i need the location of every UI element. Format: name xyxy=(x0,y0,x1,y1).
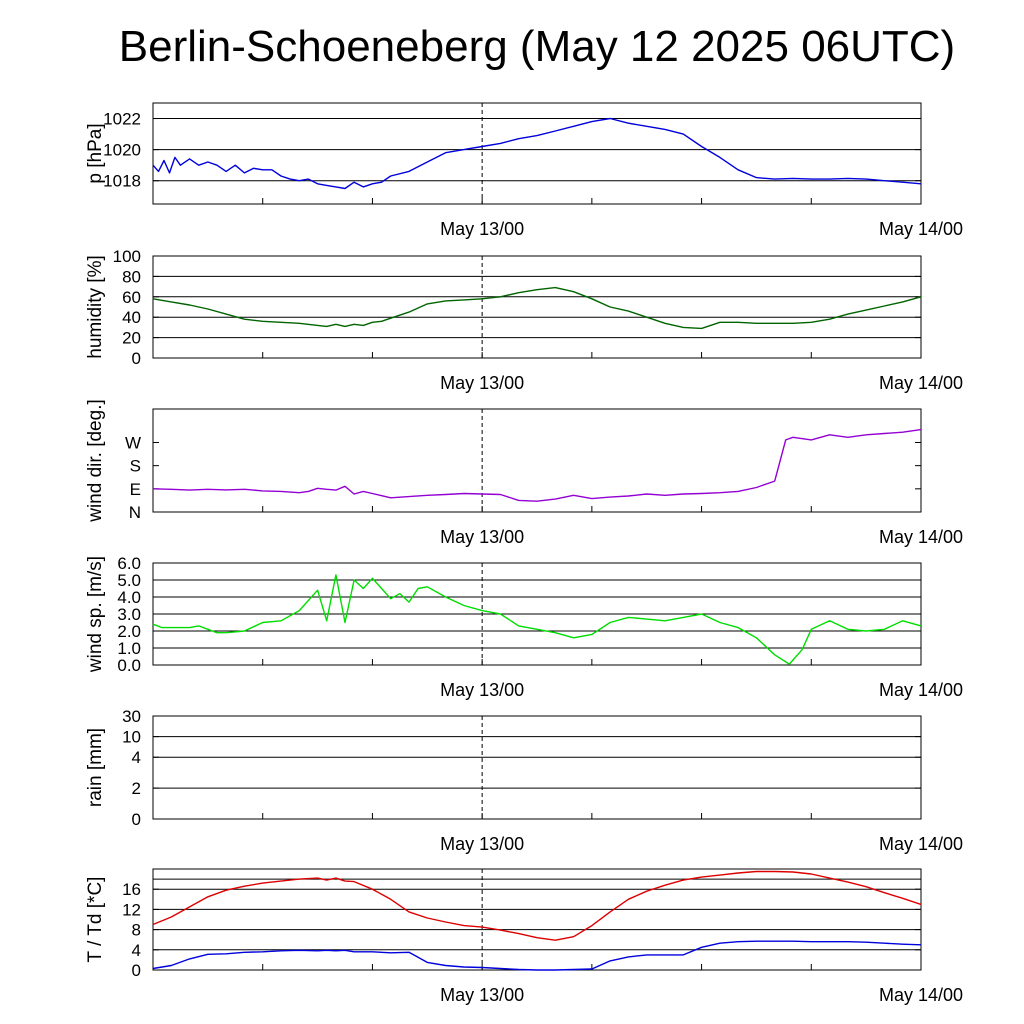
wind_speed-ytick-label: 0.0 xyxy=(117,656,141,675)
humidity-ylabel: humidity [%] xyxy=(85,255,106,358)
temp-frame xyxy=(152,868,922,971)
temp-series-temperature xyxy=(152,870,922,941)
pressure-series-pressure xyxy=(152,117,922,190)
wind_speed-ytick-label: 1.0 xyxy=(117,639,141,658)
wind_speed-ytick-label: 6.0 xyxy=(117,554,141,573)
wind_dir-ytick-label: E xyxy=(130,480,141,499)
wind_speed-ytick-label: 2.0 xyxy=(117,622,141,641)
pressure-frame xyxy=(152,102,922,205)
rain-ytick-label: 30 xyxy=(122,707,141,726)
humidity-series-humidity xyxy=(152,286,922,330)
rain-ytick-label: 0 xyxy=(132,810,141,829)
chart-title: Berlin-Schoeneberg (May 12 2025 06UTC) xyxy=(118,22,956,71)
rain-frame xyxy=(152,715,922,820)
humidity-ytick-label: 80 xyxy=(122,267,141,286)
pressure-ytick-label: 1022 xyxy=(103,110,141,129)
wind_dir-ytick-label: S xyxy=(130,457,141,476)
wind_dir-xtick-label: May 13/00 xyxy=(440,527,524,547)
wind_dir-ytick-label: N xyxy=(129,503,141,522)
wind_speed-ytick-label: 4.0 xyxy=(117,588,141,607)
rain-ytick-label: 2 xyxy=(132,779,141,798)
temp-ylabel: T / Td [*C] xyxy=(85,877,106,963)
rain-ytick-label: 10 xyxy=(122,728,141,747)
wind_speed-ytick-label: 3.0 xyxy=(117,605,141,624)
temp-ytick-label: 4 xyxy=(132,941,141,960)
humidity-xtick-label: May 14/00 xyxy=(879,373,963,393)
humidity-ytick-label: 60 xyxy=(122,288,141,307)
rain-xtick-label: May 13/00 xyxy=(440,834,524,854)
humidity-xtick-label: May 13/00 xyxy=(440,373,524,393)
temp-ytick-label: 12 xyxy=(122,900,141,919)
wind_speed-xtick-label: May 13/00 xyxy=(440,680,524,700)
temp-ytick-label: 8 xyxy=(132,921,141,940)
temp-xtick-label: May 14/00 xyxy=(879,985,963,1005)
pressure-xtick-label: May 14/00 xyxy=(879,219,963,239)
wind_dir-series-wind_dir xyxy=(152,428,922,502)
temp-ytick-label: 0 xyxy=(132,961,141,980)
wind_speed-ytick-label: 5.0 xyxy=(117,571,141,590)
wind_dir-frame xyxy=(152,408,922,513)
humidity-ytick-label: 40 xyxy=(122,308,141,327)
temp-series-dewpoint xyxy=(152,940,922,971)
wind_dir-ylabel: wind dir. [deg.] xyxy=(85,399,106,523)
wind_speed-series-wind_speed xyxy=(152,574,922,665)
humidity-frame xyxy=(152,255,922,359)
rain-xtick-label: May 14/00 xyxy=(879,834,963,854)
pressure-ylabel: p [hPa] xyxy=(85,123,106,183)
pressure-xtick-label: May 13/00 xyxy=(440,219,524,239)
pressure-ytick-label: 1018 xyxy=(103,172,141,191)
pressure-ytick-label: 1020 xyxy=(103,141,141,160)
wind_dir-xtick-label: May 14/00 xyxy=(879,527,963,547)
wind_speed-xtick-label: May 14/00 xyxy=(879,680,963,700)
humidity-ytick-label: 100 xyxy=(113,247,141,266)
rain-ylabel: rain [mm] xyxy=(85,728,106,807)
humidity-ytick-label: 20 xyxy=(122,329,141,348)
wind_dir-ytick-label: W xyxy=(125,433,141,452)
humidity-ytick-label: 0 xyxy=(132,349,141,368)
wind_speed-ylabel: wind sp. [m/s] xyxy=(85,556,106,673)
rain-ytick-label: 4 xyxy=(132,748,141,767)
temp-ytick-label: 16 xyxy=(122,880,141,899)
temp-xtick-label: May 13/00 xyxy=(440,985,524,1005)
